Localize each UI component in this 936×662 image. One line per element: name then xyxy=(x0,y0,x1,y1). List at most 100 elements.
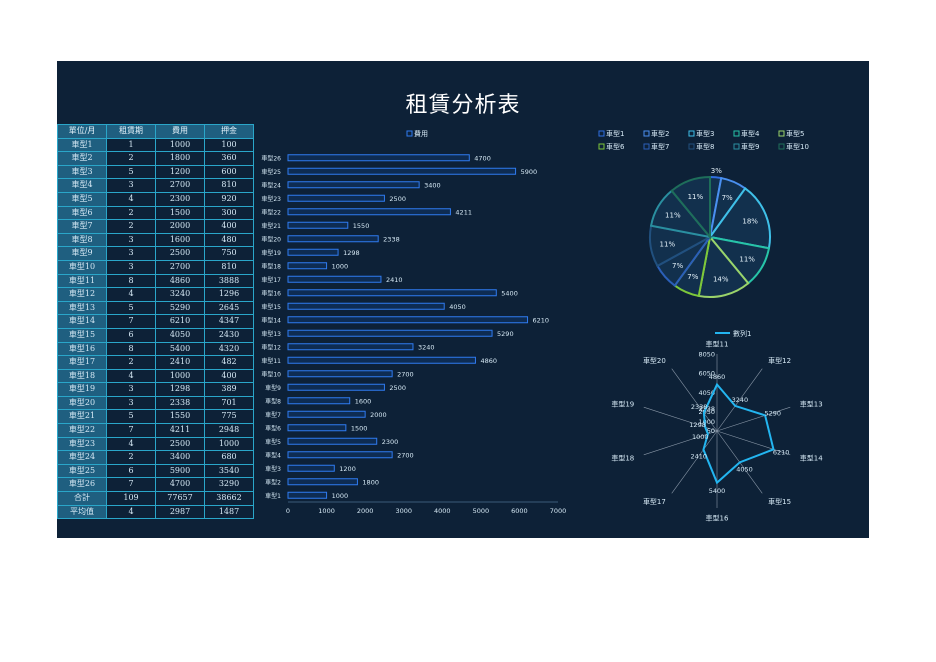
radar-tick-label: 2050 xyxy=(698,408,715,416)
table-cell: 4700 xyxy=(155,477,205,493)
radar-series xyxy=(702,382,775,485)
x-tick-label: 0 xyxy=(286,507,290,515)
table-cell: 4 xyxy=(106,436,156,452)
table-row: 車型14 7 6210 4347 xyxy=(57,314,254,329)
slice-label: 11% xyxy=(665,212,681,220)
table-cell: 車型4 xyxy=(57,178,107,193)
x-tick-label: 7000 xyxy=(550,507,567,515)
table-row: 車型6 2 1500 300 xyxy=(57,205,254,221)
y-tick-label: 車型2 xyxy=(265,478,281,486)
table-cell: 1000 xyxy=(155,137,205,153)
data-label: 4050 xyxy=(449,303,466,311)
table-cell: 6210 xyxy=(155,314,205,329)
data-label: 2300 xyxy=(382,438,399,446)
table-body: 車型1 1 1000 100 車型2 2 1800 360 車型3 5 1200 600 車型4 3 270… xyxy=(57,137,254,520)
radar-axis-label: 車型18 xyxy=(611,453,634,462)
slice-label: 11% xyxy=(660,240,676,248)
table-cell: 2000 xyxy=(155,219,205,234)
bar xyxy=(287,451,393,459)
table-cell: 合計 xyxy=(57,491,107,506)
table-cell: 車型23 xyxy=(57,436,107,452)
table-cell: 3 xyxy=(106,382,156,397)
radar-data-label: 1298 xyxy=(689,421,706,429)
y-tick-label: 車型16 xyxy=(261,289,281,297)
radar-spoke xyxy=(716,406,791,432)
bar xyxy=(287,343,414,351)
table-cell: 車型8 xyxy=(57,232,107,248)
table-cell: 4 xyxy=(106,504,156,520)
bar xyxy=(287,235,379,243)
table-cell: 810 xyxy=(204,259,254,275)
table-cell: 7 xyxy=(106,477,156,493)
table-cell: 2 xyxy=(106,151,156,166)
table-row: 車型15 6 4050 2430 xyxy=(57,327,254,343)
table-row: 車型25 6 5900 3540 xyxy=(57,463,254,479)
table-cell: 100 xyxy=(204,137,254,153)
radar-tick-label: 6050 xyxy=(698,370,715,378)
data-label: 2700 xyxy=(397,370,414,378)
table-cell: 4347 xyxy=(204,314,254,329)
legend-swatch xyxy=(598,143,605,150)
legend-label: 車型2 xyxy=(651,129,669,138)
table-cell: 車型20 xyxy=(57,395,107,411)
radar-tick-label: 2338 xyxy=(698,405,715,413)
table-cell: 5900 xyxy=(155,463,205,479)
table-cell: 1800 xyxy=(155,151,205,166)
bar xyxy=(287,316,529,324)
table-row: 車型22 7 4211 2948 xyxy=(57,423,254,438)
bar xyxy=(287,167,517,175)
data-label: 5290 xyxy=(497,330,514,338)
radar-axis-label: 車型12 xyxy=(768,356,791,365)
table-cell: 1487 xyxy=(204,504,254,520)
bar xyxy=(287,221,349,229)
slice-label: 18% xyxy=(742,218,758,226)
radar-spoke xyxy=(671,430,718,494)
table-cell: 775 xyxy=(204,409,254,425)
data-label: 3240 xyxy=(418,343,435,351)
slice-label: 3% xyxy=(711,167,722,175)
y-tick-label: 車型9 xyxy=(265,384,281,392)
table-cell: 2700 xyxy=(155,178,205,193)
table-cell: 8 xyxy=(106,341,156,357)
data-label: 1500 xyxy=(351,424,368,432)
legend-label: 車型4 xyxy=(741,129,760,138)
data-label: 6210 xyxy=(533,316,550,324)
pie-slice xyxy=(670,175,711,240)
table-cell: 1298 xyxy=(155,382,205,397)
data-label: 2500 xyxy=(389,195,406,203)
table-cell: 2430 xyxy=(204,327,254,343)
table-cell: 482 xyxy=(204,355,254,370)
table-cell: 2338 xyxy=(155,395,205,411)
y-tick-label: 車型4 xyxy=(265,451,281,459)
legend-swatch xyxy=(406,130,413,137)
radar-axis-label: 車型15 xyxy=(768,497,791,506)
table-row: 車型18 4 1000 400 xyxy=(57,368,254,384)
table-cell: 3 xyxy=(106,246,156,261)
legend-label: 車型9 xyxy=(741,142,759,151)
y-tick-label: 車型17 xyxy=(261,276,281,284)
slice-label: 11% xyxy=(688,193,704,201)
table-cell: 3888 xyxy=(204,273,254,289)
y-tick-label: 車型5 xyxy=(265,438,281,446)
table-cell: 車型18 xyxy=(57,368,107,384)
y-tick-label: 車型14 xyxy=(261,316,281,324)
data-label: 1550 xyxy=(353,222,370,230)
y-tick-label: 車型25 xyxy=(261,168,281,176)
table-row: 車型17 2 2410 482 xyxy=(57,355,254,370)
table-row: 車型11 8 4860 3888 xyxy=(57,273,254,289)
table-cell: 車型13 xyxy=(57,300,107,316)
pie-slice xyxy=(697,234,750,298)
legend-swatch xyxy=(688,143,695,150)
table-cell: 2410 xyxy=(155,355,205,370)
table-cell: 480 xyxy=(204,232,254,248)
y-tick-label: 車型20 xyxy=(261,235,281,243)
table-cell: 1000 xyxy=(155,368,205,384)
table-header-row: 單位/月 租賃期 費用 押金 xyxy=(57,124,254,139)
x-tick-label: 6000 xyxy=(511,507,528,515)
table-cell: 車型1 xyxy=(57,137,107,153)
data-label: 1600 xyxy=(355,397,372,405)
table-cell: 1500 xyxy=(155,205,205,221)
table-cell: 400 xyxy=(204,368,254,384)
table-cell: 300 xyxy=(204,205,254,221)
bar xyxy=(287,194,385,202)
